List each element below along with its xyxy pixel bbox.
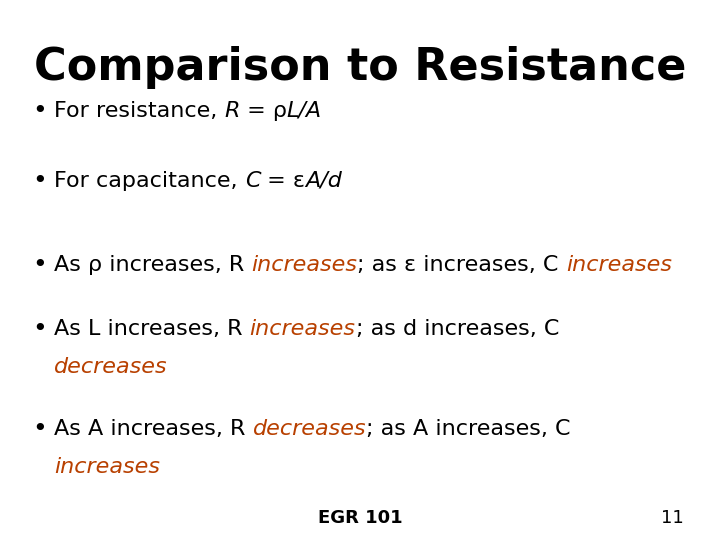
Text: For capacitance,: For capacitance, — [54, 171, 245, 191]
Text: increases: increases — [566, 254, 672, 275]
Text: ; as ε increases, C: ; as ε increases, C — [357, 254, 566, 275]
Text: L/A: L/A — [287, 100, 322, 121]
Text: R: R — [225, 100, 240, 121]
Text: •: • — [32, 318, 47, 341]
Text: As A increases, R: As A increases, R — [54, 419, 253, 440]
Text: As ρ increases, R: As ρ increases, R — [54, 254, 251, 275]
Text: As L increases, R: As L increases, R — [54, 319, 250, 340]
Text: •: • — [32, 99, 47, 123]
Text: increases: increases — [250, 319, 356, 340]
Text: = ρ: = ρ — [240, 100, 287, 121]
Text: increases: increases — [54, 457, 160, 477]
Text: Comparison to Resistance: Comparison to Resistance — [34, 46, 686, 89]
Text: For resistance,: For resistance, — [54, 100, 225, 121]
Text: •: • — [32, 169, 47, 193]
Text: 11: 11 — [661, 509, 684, 528]
Text: •: • — [32, 253, 47, 276]
Text: EGR 101: EGR 101 — [318, 509, 402, 528]
Text: decreases: decreases — [253, 419, 366, 440]
Text: decreases: decreases — [54, 357, 168, 377]
Text: increases: increases — [251, 254, 357, 275]
Text: ; as A increases, C: ; as A increases, C — [366, 419, 571, 440]
Text: A/d: A/d — [305, 171, 342, 191]
Text: = ε: = ε — [260, 171, 305, 191]
Text: •: • — [32, 417, 47, 441]
Text: ; as d increases, C: ; as d increases, C — [356, 319, 559, 340]
Text: C: C — [245, 171, 260, 191]
